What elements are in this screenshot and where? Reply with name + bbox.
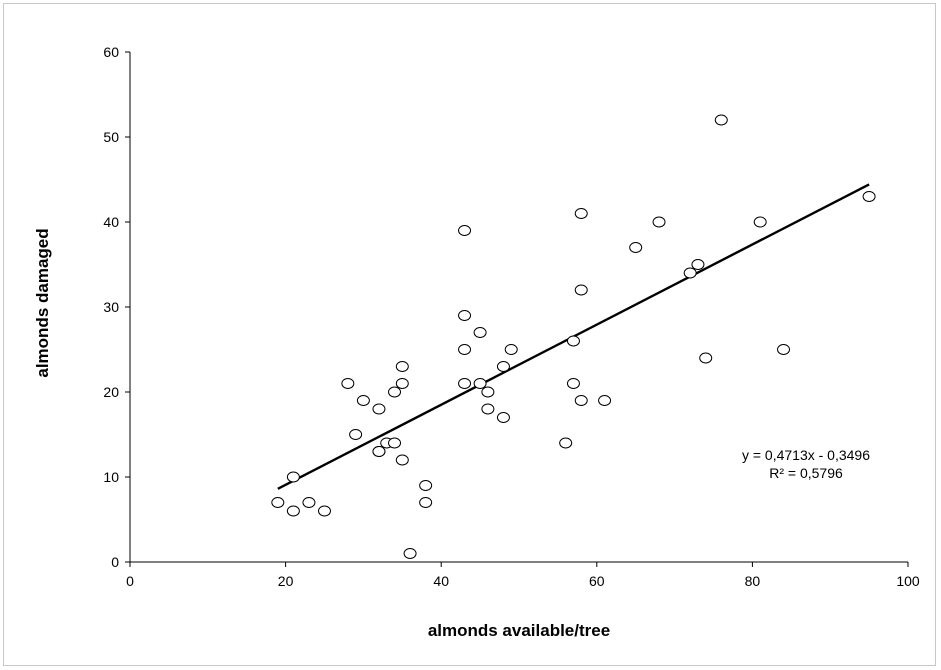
x-tick-label: 20 [278,573,294,589]
data-point [458,344,472,355]
y-tick-label: 50 [103,129,119,145]
x-tick-label: 60 [589,573,605,589]
data-point [481,386,495,398]
data-point [777,344,791,355]
data-points [271,114,876,559]
data-point [271,497,285,508]
data-point [403,548,417,559]
data-point [691,259,705,270]
data-point [318,505,331,517]
y-tick-label: 0 [111,554,119,570]
data-point [566,378,580,389]
x-tick-label: 0 [126,573,134,589]
data-point [286,505,300,517]
y-tick-label: 10 [103,469,119,485]
data-point [652,216,666,228]
data-point [714,114,728,126]
data-point [598,395,612,406]
y-tick-label: 60 [103,44,119,60]
data-point [574,208,588,219]
data-point [395,361,409,372]
data-point [419,480,433,491]
data-point [683,267,697,279]
data-point [388,437,402,449]
x-axis-title: almonds available/tree [428,621,610,640]
data-point [302,497,316,508]
y-tick-label: 30 [103,299,119,315]
axes: 0 10 20 30 40 50 60 0 20 40 60 80 100 [103,44,919,589]
x-tick-label: 40 [433,573,449,589]
data-point [458,310,472,321]
data-point [496,412,510,423]
data-point [349,429,363,440]
data-point [566,335,580,347]
data-point [458,225,472,236]
y-tick-label: 20 [103,384,119,400]
data-point [473,327,487,338]
chart-frame [3,3,936,666]
data-point [753,216,767,228]
data-point [356,395,370,406]
data-point [458,378,472,389]
y-tick-label: 40 [103,214,119,230]
data-point [419,497,433,508]
y-axis-title: almonds damaged [33,228,52,377]
data-point [574,395,588,406]
data-point [395,378,409,389]
data-point [862,191,876,202]
data-point [372,403,386,415]
data-point [481,403,495,415]
data-point [504,344,518,355]
data-point [574,284,588,296]
data-point [372,446,386,457]
data-point [559,437,573,449]
data-point [388,386,402,398]
data-point [341,378,355,389]
trendline-equation: y = 0,4713x - 0,3496 [742,447,870,463]
data-point [496,361,510,372]
data-point [473,378,487,389]
x-tick-label: 80 [745,573,761,589]
data-point [395,454,409,466]
data-point [629,242,643,253]
data-point [286,471,300,483]
r-squared-label: R² = 0,5796 [769,465,843,481]
x-tick-label: 100 [896,573,920,589]
labels: almonds available/tree almonds damaged y… [33,228,870,640]
data-point [699,352,713,364]
